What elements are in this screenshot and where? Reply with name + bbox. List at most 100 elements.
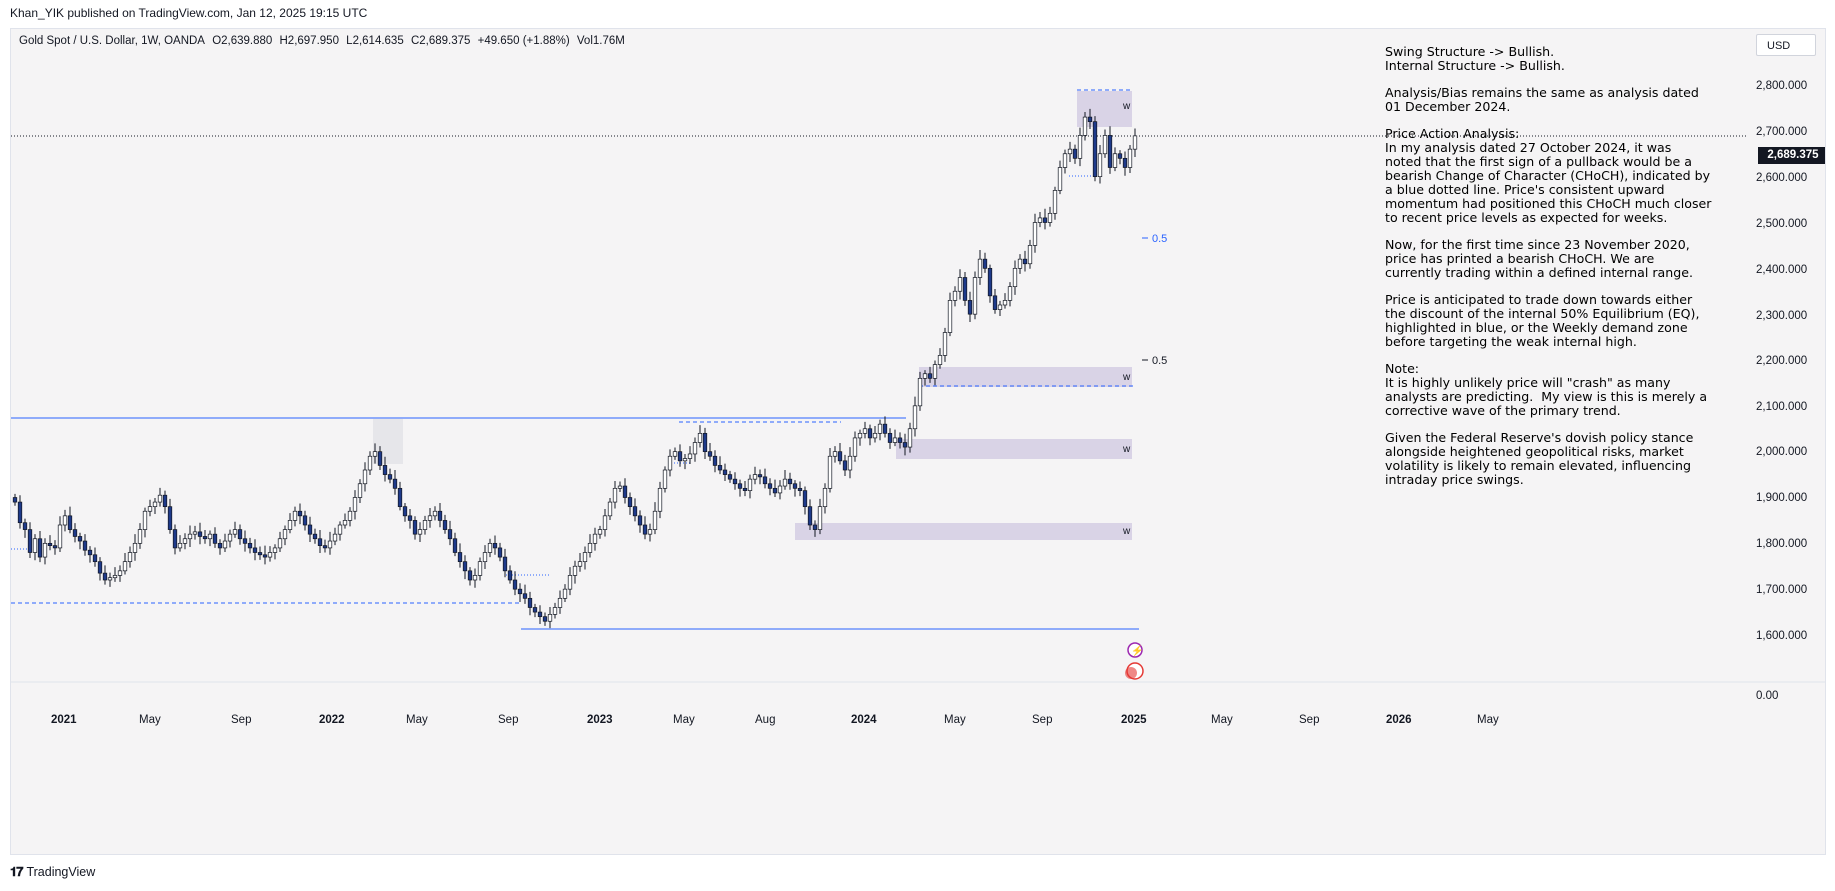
us-flag-event-icon-2[interactable] (1125, 667, 1137, 679)
chart-canvas[interactable]: w w w w 0.5 0.5 ⚡ 2,800.000 2,700.000 2,60… (11, 29, 1826, 855)
candle-down (237, 529, 243, 540)
candle-down (702, 432, 708, 453)
candle-up (682, 458, 688, 462)
candle-down (537, 611, 543, 618)
candle-down (247, 542, 253, 549)
candle-down (447, 529, 453, 540)
candle-up (1062, 153, 1068, 168)
candle-up (362, 469, 368, 485)
candle-up (607, 501, 613, 517)
analysis-paragraph: Price Action Analysis: In my analysis da… (1385, 126, 1712, 225)
candle-down (712, 455, 718, 466)
candle-down (92, 554, 98, 563)
candle-up (827, 455, 833, 489)
candle-up (117, 570, 123, 576)
flash-event-icon[interactable] (1127, 642, 1143, 658)
candle-down (317, 538, 323, 546)
candle-up (667, 455, 673, 471)
weekly-demand-zone-2 (896, 439, 1132, 459)
candle-down (87, 549, 93, 556)
candle-down (987, 267, 993, 297)
symbol-legend[interactable]: Gold Spot / U.S. Dollar, 1W, OANDA O2,63… (19, 35, 629, 47)
candle-up (1132, 135, 1138, 150)
candle-down (757, 474, 763, 478)
candle-down (252, 547, 258, 553)
candle-up (822, 487, 828, 508)
time-axis-label: 2022 (319, 714, 345, 726)
chart-panel[interactable]: w w w w 0.5 0.5 ⚡ 2,800.000 2,700.000 2,60… (10, 28, 1826, 855)
price-axis-label: 2,300.000 (1756, 310, 1807, 322)
candle-up (367, 455, 373, 471)
candle-down (732, 478, 738, 485)
candle-up (817, 506, 823, 530)
candle-down (982, 258, 988, 269)
candle-up (612, 487, 618, 503)
candle-down (1087, 116, 1093, 123)
candle-down (722, 469, 728, 475)
candle-down (47, 542, 53, 546)
candle-up (557, 597, 563, 608)
candle-down (462, 561, 468, 572)
candle-up (957, 277, 963, 292)
candle-up (577, 561, 583, 567)
candle-down (452, 538, 458, 553)
time-axis-label: Sep (498, 714, 518, 726)
candle-up (347, 510, 353, 521)
candle-up (142, 510, 148, 530)
candle-down (392, 478, 398, 489)
price-axis-label: 2,000.000 (1756, 446, 1807, 458)
candle-down (772, 487, 778, 494)
ohlc-high: H2,697.950 (279, 35, 339, 47)
candle-up (1127, 148, 1133, 168)
candle-up (152, 501, 158, 508)
analysis-text: Swing Structure -> Bullish. Internal Str… (1385, 45, 1735, 500)
candle-up (592, 533, 598, 544)
candle-down (197, 531, 203, 537)
candle-up (602, 515, 608, 530)
weekly-demand-zone-3 (795, 523, 1132, 540)
candle-up (937, 355, 943, 365)
fib-label-range: 0.5 (1152, 355, 1167, 367)
zone-label-demand-2: w (1122, 444, 1131, 455)
candle-down (897, 437, 903, 443)
price-axis[interactable]: 2,800.000 2,700.000 2,600.000 2,500.000 2,40… (1756, 80, 1807, 702)
zone-label-demand-3: w (1122, 526, 1131, 537)
candle-up (342, 520, 348, 526)
candle-up (567, 575, 573, 590)
candle-up (922, 373, 928, 379)
candle-up (1077, 135, 1083, 159)
time-axis[interactable]: 2021 May Sep 2022 May Sep 2023 May Aug 2024 May Sep… (51, 714, 1499, 726)
candle-up (947, 300, 953, 333)
candle-down (887, 432, 893, 443)
candle-up (857, 432, 863, 439)
footer[interactable]: 𝟏𝟕 TradingView (10, 864, 95, 880)
candle-down (257, 552, 263, 556)
candle-down (172, 529, 178, 549)
candle-up (332, 533, 338, 542)
candle-up (112, 575, 118, 579)
tradingview-logo-icon: 𝟏𝟕 (10, 864, 24, 879)
price-axis-label: 2,800.000 (1756, 80, 1807, 92)
candle-down (217, 542, 223, 549)
candle-down (77, 536, 83, 542)
time-axis-label: Sep (1299, 714, 1319, 726)
candle-up (137, 529, 143, 544)
candle-up (227, 533, 233, 542)
candle-up (782, 478, 788, 487)
candle-up (562, 588, 568, 599)
candle-up (107, 577, 113, 581)
candle-down (212, 533, 218, 544)
time-axis-label: 2021 (51, 714, 77, 726)
candle-down (12, 497, 18, 503)
candle-down (1117, 153, 1123, 159)
candle-up (422, 520, 428, 530)
current-price-tag: 2,689.375 (1758, 147, 1825, 164)
candle-up (62, 515, 68, 526)
analysis-paragraph: Swing Structure -> Bullish. Internal Str… (1385, 44, 1565, 73)
candle-up (1007, 286, 1013, 301)
candle-up (997, 304, 1003, 310)
candle-up (912, 405, 918, 430)
candle-down (767, 483, 773, 489)
candle-up (327, 540, 333, 549)
currency-button[interactable]: USD (1756, 34, 1816, 56)
